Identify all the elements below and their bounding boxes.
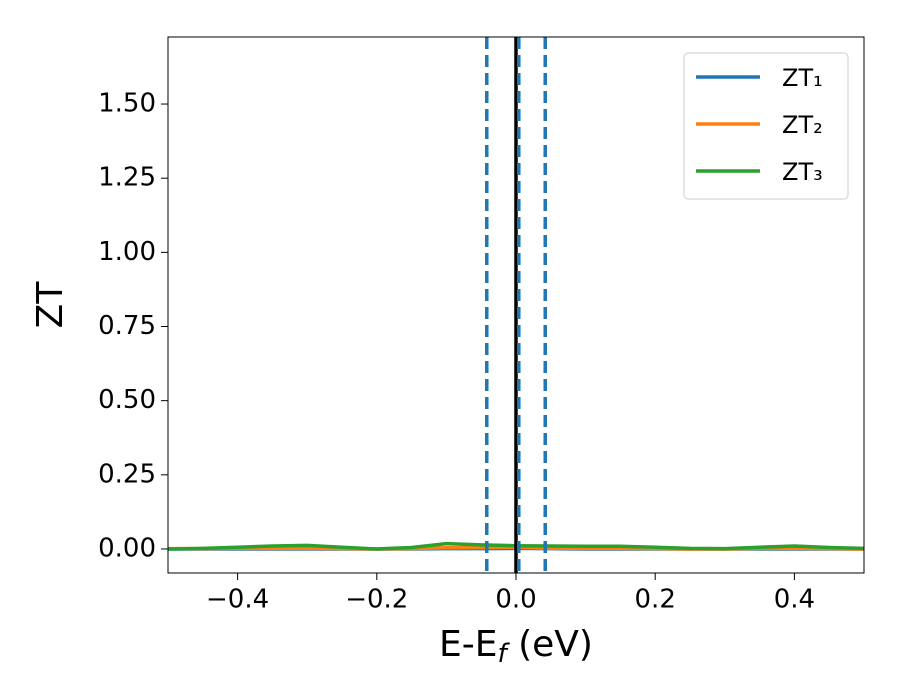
- y-tick-label: 0.25: [98, 459, 156, 489]
- y-tick-label: 0.75: [98, 311, 156, 341]
- y-axis-label: ZT: [30, 281, 71, 329]
- y-tick-label: 1.25: [98, 163, 156, 193]
- y-tick-label: 1.00: [98, 237, 156, 267]
- x-label-part: (eV): [507, 624, 593, 665]
- legend-box: [683, 52, 849, 200]
- y-tick-label: 1.50: [98, 89, 156, 119]
- x-label-part: E-E: [439, 624, 497, 665]
- y-tick-label: 0.50: [98, 385, 156, 415]
- x-axis-label: E-Ef (eV): [439, 624, 593, 669]
- legend-label: ZT₃: [782, 158, 823, 186]
- x-tick-label: 0.4: [774, 585, 815, 615]
- legend-label: ZT₁: [782, 64, 823, 92]
- plot-area: [168, 37, 864, 573]
- x-tick-label: −0.4: [206, 585, 269, 615]
- y-tick-label: 0.00: [98, 533, 156, 563]
- plot-frame: [167, 36, 865, 574]
- x-tick-label: 0.0: [495, 585, 536, 615]
- x-tick-label: 0.2: [635, 585, 676, 615]
- legend-label: ZT₂: [782, 111, 823, 139]
- x-tick-label: −0.2: [345, 585, 408, 615]
